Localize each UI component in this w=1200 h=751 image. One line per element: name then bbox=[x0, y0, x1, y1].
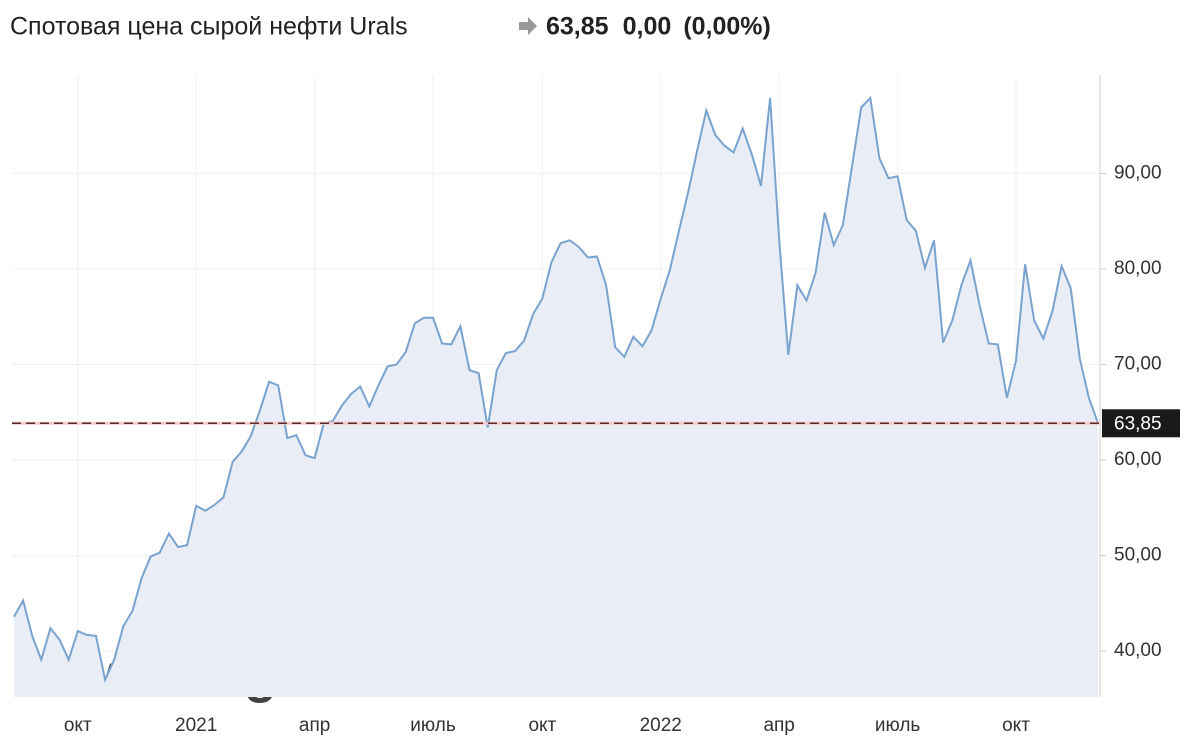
x-tick-label: 2022 bbox=[640, 715, 682, 736]
x-tick-label: июль bbox=[410, 715, 456, 736]
y-tick-label: 90,00 bbox=[1114, 162, 1162, 183]
header-price: 63,85 bbox=[546, 13, 609, 41]
arrow-icon bbox=[519, 17, 537, 35]
chart-title: Спотовая цена сырой нефти Urals bbox=[10, 13, 408, 41]
header-change: 0,00 bbox=[623, 13, 672, 41]
x-tick-label: 2021 bbox=[175, 715, 217, 736]
x-tick-label: июль bbox=[875, 715, 921, 736]
price-badge-label: 63,85 bbox=[1114, 413, 1162, 434]
x-tick-label: окт bbox=[1002, 715, 1030, 736]
line bbox=[13, 95, 1099, 684]
header-change-percent: (0,00%) bbox=[683, 13, 771, 41]
x-tick-label: апр bbox=[763, 715, 794, 736]
y-tick-label: 60,00 bbox=[1114, 449, 1162, 470]
price-badge bbox=[1102, 409, 1180, 438]
y-tick-label: 40,00 bbox=[1114, 640, 1162, 661]
y-tick-label: 50,00 bbox=[1114, 545, 1162, 566]
x-tick-label: окт bbox=[64, 715, 92, 736]
x-tick-label: окт bbox=[528, 715, 556, 736]
area bbox=[14, 97, 1098, 697]
y-tick-label: 80,00 bbox=[1114, 258, 1162, 279]
x-tick-label: апр bbox=[299, 715, 330, 736]
y-tick-label: 70,00 bbox=[1114, 354, 1162, 375]
